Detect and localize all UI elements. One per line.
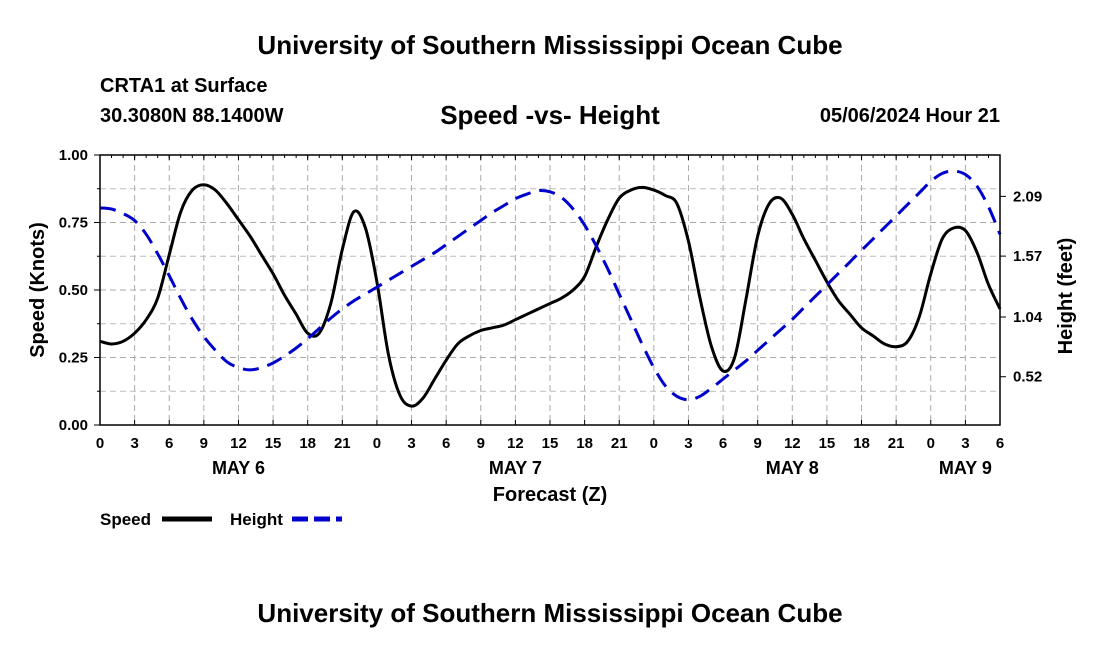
series	[99, 169, 1002, 408]
y2-tick-label: 2.09	[1013, 188, 1042, 205]
x-tick-label: 3	[130, 435, 138, 452]
forecast-timestamp: 05/06/2024 Hour 21	[819, 105, 1000, 127]
x-tick-label: 15	[819, 435, 836, 452]
x-tick-label: 6	[996, 435, 1004, 452]
x-tick-label: 0	[373, 435, 381, 452]
y2-axis-title: Height (feet)	[1055, 238, 1077, 355]
x-tick-label: 18	[299, 435, 316, 452]
x-tick-label: 12	[784, 435, 801, 452]
x-tick-label: 0	[650, 435, 658, 452]
y-tick-label: 0.25	[59, 350, 88, 367]
x-tick-label: 21	[611, 435, 628, 452]
x-tick-label: 3	[407, 435, 415, 452]
speed-series-line	[99, 183, 1002, 408]
x-tick-label: 9	[754, 435, 762, 452]
x-tick-label: 6	[165, 435, 173, 452]
x-tick-label: 6	[719, 435, 727, 452]
x-tick-label: 21	[888, 435, 905, 452]
x-tick-label: 3	[684, 435, 692, 452]
day-label: MAY 8	[766, 458, 819, 478]
y2-tick-label: 1.57	[1013, 248, 1042, 265]
height-series-line	[99, 169, 1002, 402]
x-tick-label: 12	[230, 435, 247, 452]
x-tick-label: 12	[507, 435, 524, 452]
x-tick-label: 15	[542, 435, 559, 452]
day-label: MAY 6	[212, 458, 265, 478]
grid	[100, 155, 1000, 425]
legend-label-height: Height	[230, 510, 283, 529]
x-tick-label: 21	[334, 435, 351, 452]
station-label: CRTA1 at Surface	[100, 75, 268, 97]
day-label: MAY 7	[489, 458, 542, 478]
footer-title: University of Southern Mississippi Ocean…	[257, 598, 843, 628]
axis-ticks	[94, 154, 1006, 426]
x-axis-title: Forecast (Z)	[493, 484, 607, 506]
x-tick-label: 0	[96, 435, 104, 452]
coordinates-label: 30.3080N 88.1400W	[100, 105, 284, 127]
y-tick-label: 0.75	[59, 215, 88, 232]
axis-labels: 0 3 6 9 12 15 18 21 0 3 6 9 12 15 18 21 0 3 6 9 12 15 18 21 0 3 6 0…	[27, 147, 1077, 506]
x-tick-label: 0	[927, 435, 935, 452]
x-tick-label: 3	[961, 435, 969, 452]
x-tick-label: 18	[576, 435, 593, 452]
legend-label-speed: Speed	[100, 510, 151, 529]
y2-tick-label: 1.04	[1013, 309, 1043, 326]
x-tick-label: 15	[265, 435, 282, 452]
y-axis-title: Speed (Knots)	[27, 222, 49, 358]
chart-subtitle: Speed -vs- Height	[440, 100, 660, 130]
x-tick-label: 9	[200, 435, 208, 452]
x-tick-label: 6	[442, 435, 450, 452]
day-label: MAY 9	[939, 458, 992, 478]
x-tick-label: 9	[477, 435, 485, 452]
y-tick-label: 0.50	[59, 282, 88, 299]
page-title: University of Southern Mississippi Ocean…	[257, 30, 843, 60]
x-tick-label: 18	[853, 435, 870, 452]
y-tick-label: 0.00	[59, 417, 88, 434]
legend: Speed Height	[100, 510, 342, 529]
y-tick-label: 1.00	[59, 147, 88, 164]
speed-height-chart: 0 3 6 9 12 15 18 21 0 3 6 9 12 15 18 21 0 3 6 9 12 15 18 21 0 3 6 0…	[27, 147, 1077, 529]
y2-tick-label: 0.52	[1013, 369, 1042, 386]
